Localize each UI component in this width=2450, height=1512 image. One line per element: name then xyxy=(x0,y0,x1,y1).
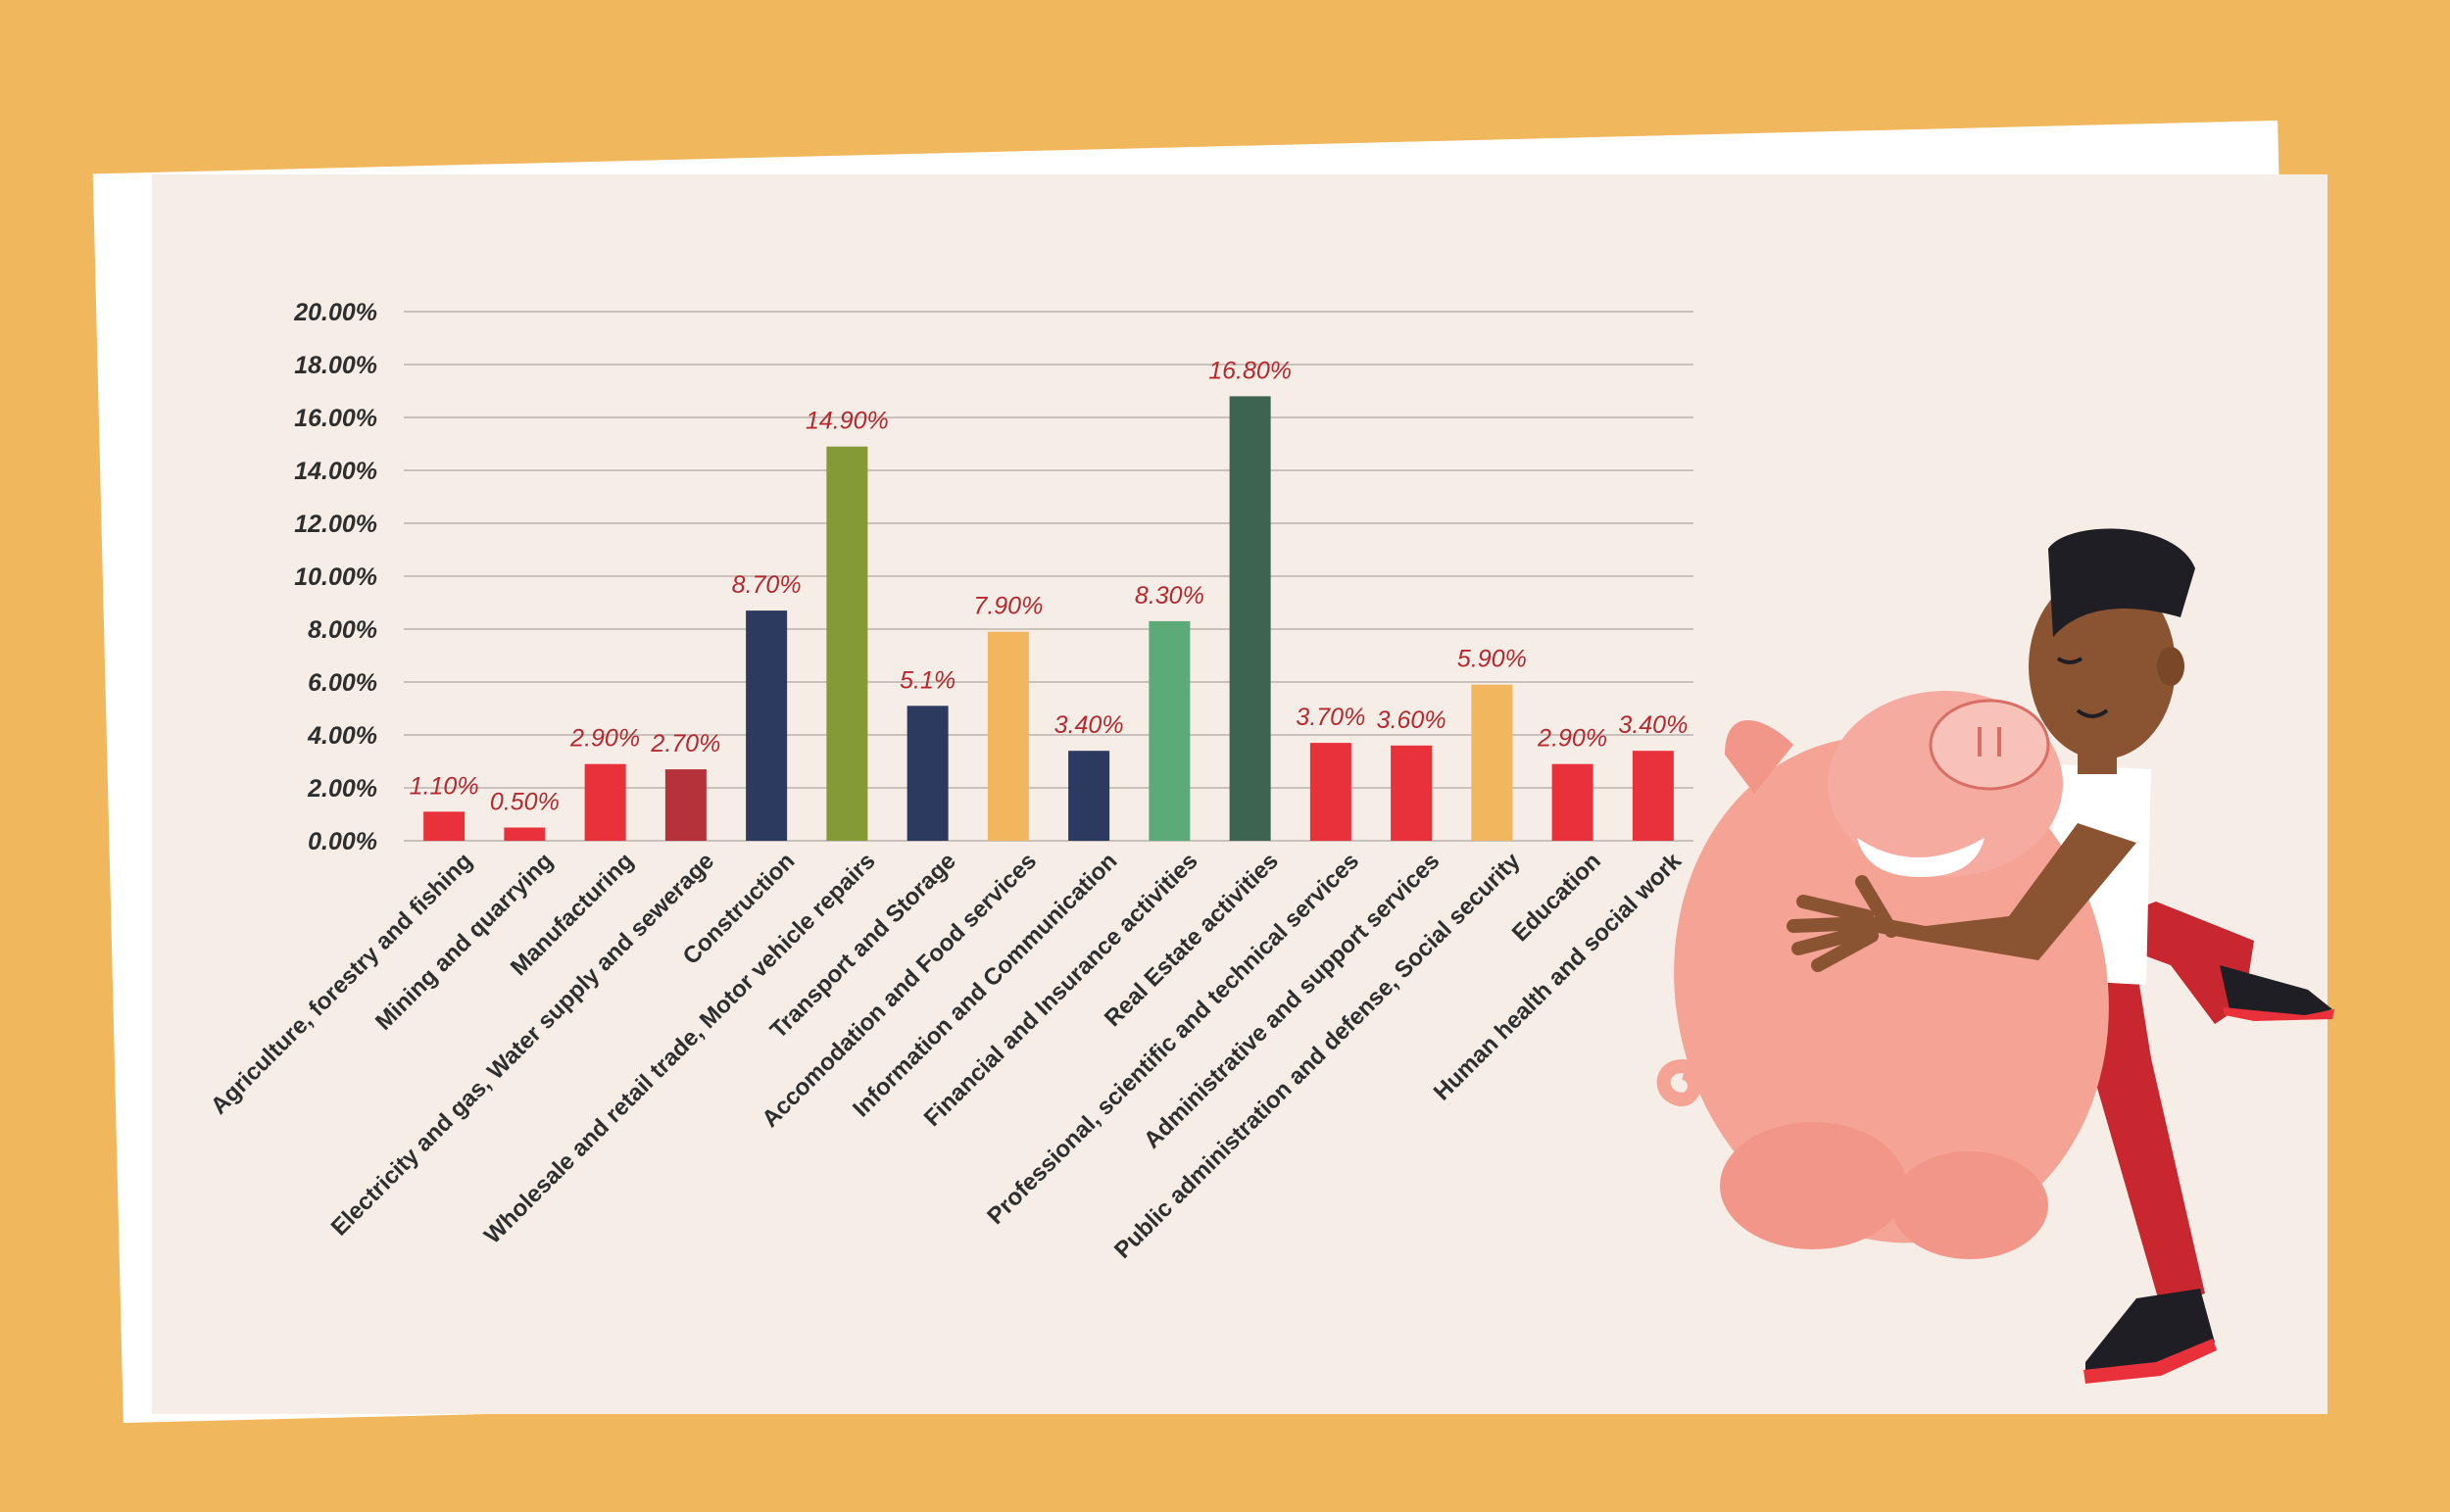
piggy-smile xyxy=(1857,838,1984,877)
y-tick-label: 0.00% xyxy=(308,828,377,855)
bar xyxy=(826,446,868,841)
bar xyxy=(1391,745,1433,841)
y-tick-label: 18.00% xyxy=(294,352,377,379)
bar-value-label: 16.80% xyxy=(1208,357,1292,384)
bar xyxy=(1229,396,1271,841)
bar xyxy=(987,631,1029,841)
bar xyxy=(1149,620,1191,841)
bar xyxy=(906,706,949,841)
piggy-leg-front xyxy=(1720,1122,1906,1249)
bar xyxy=(1068,751,1110,841)
category-label: Electricity and gas, Water supply and se… xyxy=(326,848,719,1241)
piggy-tail xyxy=(1656,1059,1701,1106)
bar xyxy=(746,610,788,841)
piggy-ear xyxy=(1725,720,1793,794)
x-axis-category-labels: Agriculture, forestry and fishingMining … xyxy=(206,848,1688,1264)
y-tick-label: 14.00% xyxy=(294,458,377,485)
y-axis-tick-labels: 0.00% 2.00% 4.00% 6.00% 8.00% 10.00% 12.00% 14.… xyxy=(293,299,377,855)
bar xyxy=(1471,684,1513,841)
man-smile xyxy=(2076,708,2109,718)
chart-bars xyxy=(423,396,1674,841)
bar-value-label: 8.70% xyxy=(732,571,802,599)
piggy-leg-back xyxy=(1891,1151,2048,1259)
piggy-snout xyxy=(1929,699,2050,791)
man-hair xyxy=(2048,528,2195,637)
bar-value-label: 14.90% xyxy=(806,408,889,435)
bar-value-label: 7.90% xyxy=(973,593,1043,620)
y-tick-label: 6.00% xyxy=(308,669,377,697)
bar-value-labels: 1.10% 0.50% 2.90% 2.70% 8.70% 14.90% 5.1% 7.90%… xyxy=(410,357,1689,815)
bar xyxy=(584,763,626,841)
bar-value-label: 3.40% xyxy=(1054,711,1124,739)
bar-value-label: 8.30% xyxy=(1135,582,1204,610)
bar xyxy=(504,827,546,841)
bar xyxy=(1632,751,1674,841)
bar-value-label: 3.40% xyxy=(1618,711,1688,739)
man-ear xyxy=(2157,647,2184,686)
category-label: Administrative and support services xyxy=(1139,848,1445,1153)
front-sneaker-sole xyxy=(2083,1339,2217,1384)
man-closed-eye xyxy=(2056,657,2083,664)
y-tick-label: 4.00% xyxy=(307,722,377,750)
back-sneaker-sole xyxy=(2223,1007,2334,1021)
y-tick-label: 8.00% xyxy=(308,616,377,644)
y-tick-label: 12.00% xyxy=(294,511,377,538)
bar xyxy=(1309,743,1351,841)
bar-value-label: 0.50% xyxy=(490,789,560,816)
category-label: Wholesale and retail trade, Motor vehicl… xyxy=(479,848,881,1249)
y-tick-label: 2.00% xyxy=(307,775,377,803)
bar-value-label: 2.90% xyxy=(1537,725,1607,753)
y-tick-label: 10.00% xyxy=(294,563,377,591)
bar xyxy=(664,769,707,841)
y-tick-label: 20.00% xyxy=(293,299,377,326)
bar-value-label: 1.10% xyxy=(410,772,479,800)
bar-value-label: 5.90% xyxy=(1457,646,1527,673)
bar-value-label: 3.60% xyxy=(1377,707,1446,734)
bar xyxy=(1551,763,1593,841)
bar-value-label: 2.90% xyxy=(569,725,640,753)
man-arm xyxy=(1867,823,2136,960)
bar-value-label: 3.70% xyxy=(1296,704,1365,731)
category-label: Professional, scientific and technical s… xyxy=(982,848,1364,1230)
man-hugging-piggy-bank-illustration xyxy=(1656,528,2334,1384)
bar-value-label: 2.70% xyxy=(650,730,720,757)
man-hand xyxy=(1787,875,1898,972)
bar-value-label: 5.1% xyxy=(900,666,956,694)
y-tick-label: 16.00% xyxy=(294,405,377,432)
chart-gridlines xyxy=(404,311,1693,842)
bar xyxy=(423,811,466,841)
back-sneaker xyxy=(2220,965,2332,1017)
